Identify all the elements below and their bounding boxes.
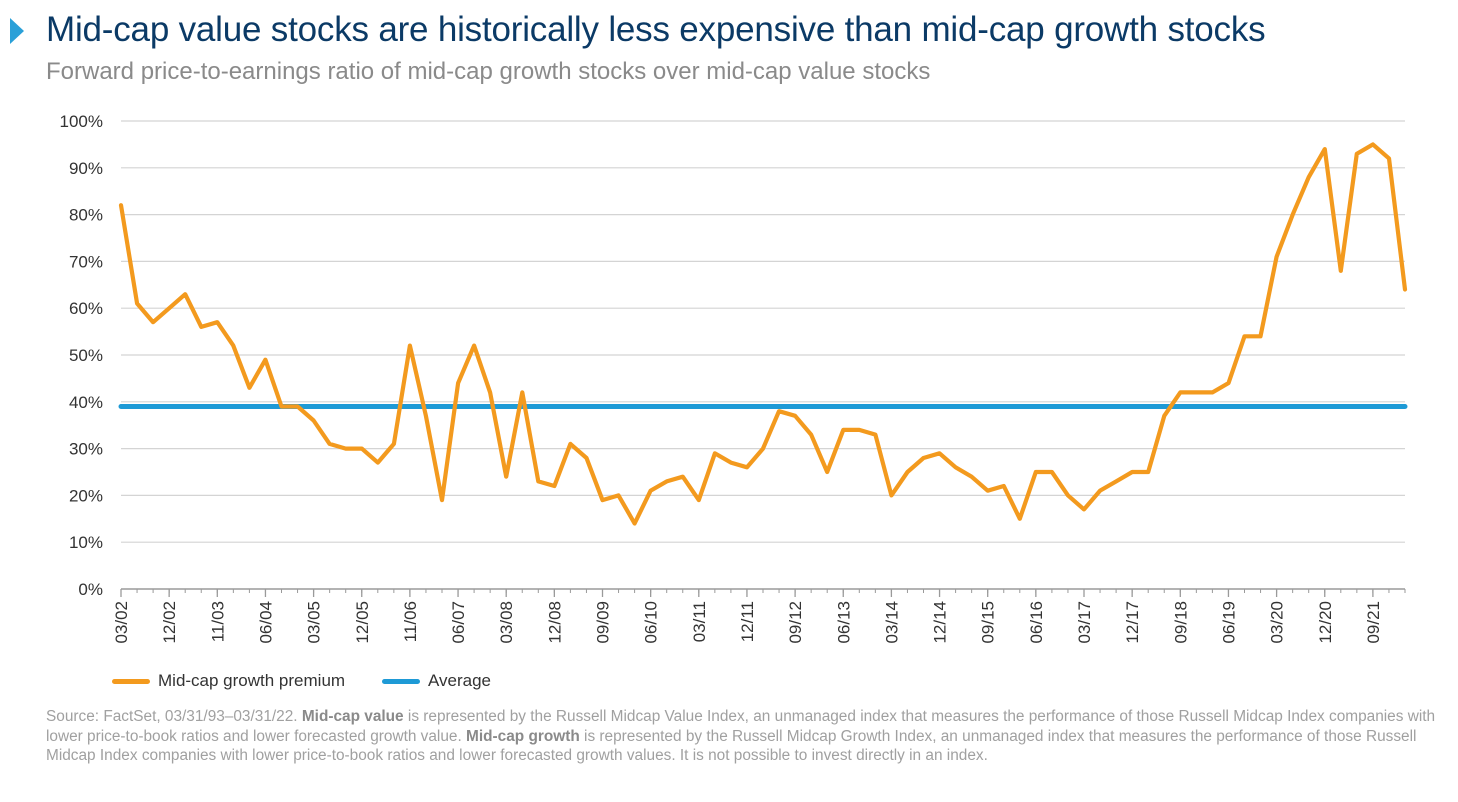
title-row: Mid-cap value stocks are historically le… [10, 10, 1450, 58]
x-tick-label: 06/10 [642, 601, 661, 644]
x-tick-label: 09/15 [979, 601, 998, 644]
x-tick-label: 12/20 [1316, 601, 1335, 644]
triangle-right-icon [10, 18, 24, 44]
chart-subtitle: Forward price-to-earnings ratio of mid-c… [46, 58, 931, 85]
x-tick-label: 09/09 [594, 601, 613, 644]
source-bold-midcap-growth: Mid-cap growth [466, 727, 580, 745]
y-tick-label: 90% [69, 159, 103, 178]
x-tick-label: 12/17 [1123, 601, 1142, 644]
x-tick-label: 03/14 [882, 601, 901, 644]
chart-title: Mid-cap value stocks are historically le… [46, 10, 1266, 49]
x-tick-label: 12/02 [160, 601, 179, 644]
y-tick-label: 100% [60, 112, 103, 131]
source-text-1: Source: FactSet, 03/31/93–03/31/22. [46, 708, 302, 725]
x-tick-label: 12/05 [353, 601, 372, 644]
series-lines [118, 142, 1408, 526]
premium-line [118, 142, 1408, 526]
y-axis-ticks: 0% 10% 20% 30% 40% 50% 60% 70% 80% 90% 100% [60, 112, 103, 599]
y-tick-label: 10% [69, 533, 103, 552]
x-axis: 03/02 12/02 11/03 06/04 03/05 12/05 11/06 06/07… [112, 588, 1406, 644]
legend-swatch-premium [112, 679, 150, 684]
x-tick-label: 06/13 [834, 601, 853, 644]
y-tick-label: 60% [69, 299, 103, 318]
x-tick-label: 03/17 [1075, 601, 1094, 644]
x-tick-label: 09/18 [1171, 601, 1190, 644]
source-note: Source: FactSet, 03/31/93–03/31/22. Mid-… [46, 707, 1446, 766]
source-text-3: is represented by the Russell Midcap Gro… [46, 727, 1417, 765]
x-tick-label: 06/04 [256, 601, 275, 644]
y-tick-label: 0% [78, 580, 103, 599]
x-tick-label: 12/14 [931, 601, 950, 644]
y-tick-label: 30% [69, 440, 103, 459]
y-tick-label: 50% [69, 346, 103, 365]
x-tick-label: 06/19 [1219, 601, 1238, 644]
x-tick-label: 12/08 [545, 601, 564, 644]
y-tick-label: 70% [69, 252, 103, 271]
y-tick-label: 20% [69, 486, 103, 505]
x-tick-label: 06/16 [1027, 601, 1046, 644]
legend-swatch-average [382, 679, 420, 684]
y-tick-label: 80% [69, 206, 103, 225]
y-tick-label: 40% [69, 393, 103, 412]
x-tick-label: 11/03 [208, 601, 227, 642]
x-tick-label: 03/02 [112, 601, 131, 644]
source-bold-midcap-value: Mid-cap value [301, 708, 404, 725]
x-tick-label: 06/07 [449, 601, 468, 644]
legend-label-average: Average [428, 671, 492, 690]
x-tick-label: 03/08 [497, 601, 516, 644]
line-chart: 0% 10% 20% 30% 40% 50% 60% 70% 80% 90% 100% 03/02 1… [60, 112, 1408, 644]
x-tick-label: 12/11 [738, 601, 757, 642]
legend-label-premium: Mid-cap growth premium [158, 671, 346, 690]
source-text-2: is represented by the Russell Midcap Val… [46, 708, 1436, 745]
x-tick-label: 09/12 [786, 601, 805, 644]
x-tick-label: 03/11 [690, 601, 709, 642]
x-tick-label: 09/21 [1364, 601, 1383, 644]
x-tick-label: 11/06 [401, 601, 420, 642]
x-tick-label: 03/05 [305, 601, 324, 644]
gridlines [121, 120, 1405, 543]
x-tick-label: 03/20 [1268, 601, 1287, 644]
